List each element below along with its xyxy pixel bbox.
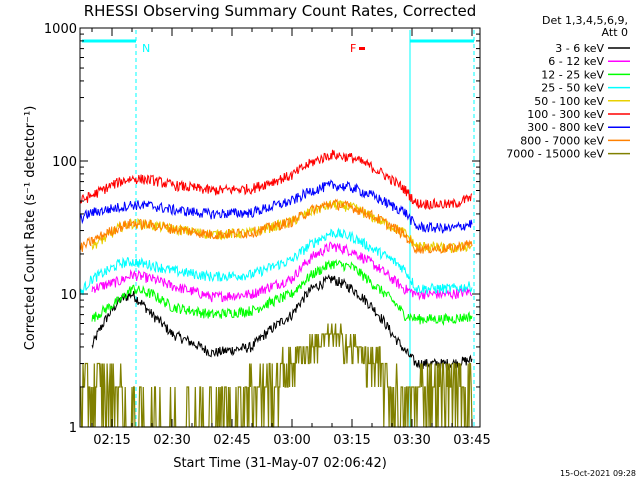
flare-flag-mark <box>359 47 365 50</box>
x-axis: 02:15 02:30 02:45 03:00 03:15 03:30 03:45 <box>91 28 491 448</box>
y-tick-label: 100 <box>52 155 77 170</box>
x-tick-label: 02:30 <box>153 433 190 448</box>
legend-entry-label: 3 - 6 keV <box>555 42 604 55</box>
legend-entry-label: 100 - 300 keV <box>527 108 604 121</box>
series-line <box>79 179 473 234</box>
x-tick-label: 02:15 <box>93 433 130 448</box>
legend-entry-label: 12 - 25 keV <box>541 68 604 81</box>
plot-frame <box>79 27 481 428</box>
series-line <box>79 149 473 211</box>
series-line <box>79 198 473 254</box>
legend-entry-label: 50 - 100 keV <box>534 95 604 108</box>
legend-entry-label: 6 - 12 keV <box>548 55 604 68</box>
x-axis-label: Start Time (31-May-07 02:06:42) <box>173 456 387 471</box>
series-line <box>91 258 473 326</box>
series-line <box>91 241 473 303</box>
y-axis-label: Corrected Count Rate (s⁻¹ detector⁻¹) <box>23 106 38 351</box>
chart-title: RHESSI Observing Summary Count Rates, Co… <box>84 2 477 20</box>
y-axis: 1 10 100 1000 <box>44 22 480 436</box>
legend-header-line-2: Att 0 <box>602 26 628 39</box>
series-line <box>79 227 473 296</box>
y-tick-label: 10 <box>60 288 77 303</box>
x-tick-label: 02:45 <box>213 433 250 448</box>
timestamp-footer: 15-Oct-2021 09:28 <box>560 469 636 478</box>
x-tick-label: 03:45 <box>453 433 490 448</box>
x-tick-label: 03:30 <box>393 433 430 448</box>
y-tick-label: 1 <box>69 421 77 436</box>
legend-entry-label: 800 - 7000 keV <box>520 134 604 147</box>
legend-header-line-1: Det 1,3,4,5,6,9, <box>542 14 628 27</box>
x-tick-label: 03:15 <box>333 433 370 448</box>
legend-entry-label: 300 - 800 keV <box>527 121 604 134</box>
annotation-label: N <box>142 42 150 55</box>
legend-entry-label: 7000 - 15000 keV <box>506 148 604 161</box>
legend-entry-label: 25 - 50 keV <box>541 82 604 95</box>
series-line <box>91 273 473 371</box>
y-tick-label: 1000 <box>44 22 77 37</box>
x-tick-label: 03:00 <box>273 433 310 448</box>
annotation-label: F <box>350 42 356 55</box>
